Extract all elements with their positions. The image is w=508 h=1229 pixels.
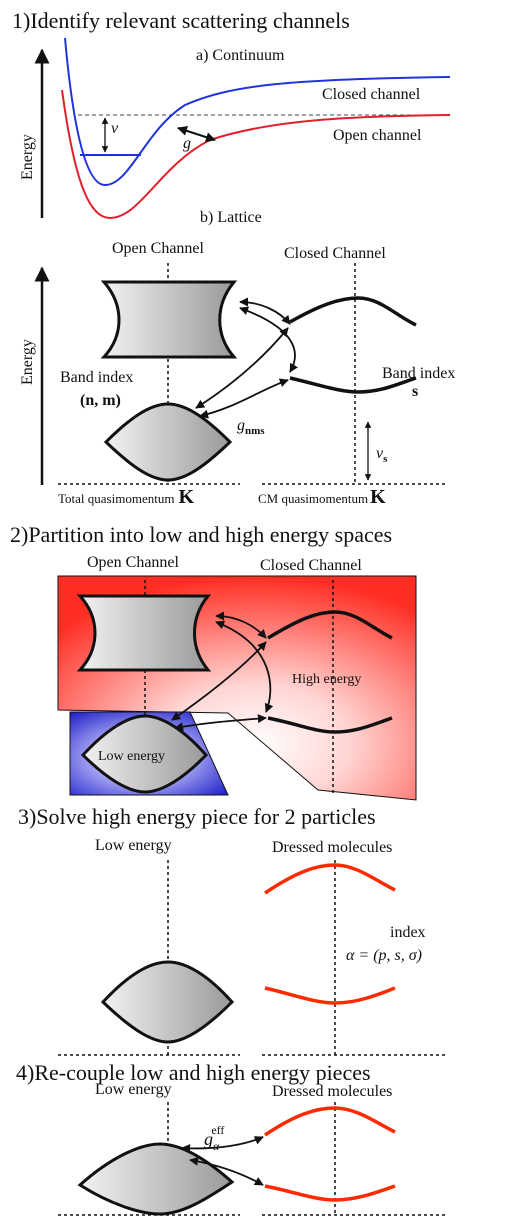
open-channel-heading-b: Open Channel bbox=[112, 240, 205, 257]
dressed-molecule-lower-3 bbox=[264, 986, 396, 1005]
cm-quasimomentum-text: CM quasimomentum bbox=[258, 491, 368, 506]
alpha-equation: α = (p, s, σ) bbox=[346, 947, 422, 964]
coupling-arrow-2-4 bbox=[174, 714, 267, 732]
section4-title: 4)Re-couple low and high energy pieces bbox=[16, 1060, 371, 1085]
g-nms-base: g bbox=[237, 417, 245, 434]
dressed-molecule-upper-4 bbox=[264, 1106, 396, 1137]
lattice-label: b) Lattice bbox=[200, 209, 262, 226]
lower-molecular-band-2 bbox=[267, 716, 393, 734]
upper-band-shape bbox=[100, 280, 238, 359]
effective-coupling-arrow-1 bbox=[181, 1136, 264, 1153]
high-energy-label: High energy bbox=[292, 672, 361, 687]
dressed-molecules-heading-4: Dressed molecules bbox=[272, 1083, 392, 1100]
energy-label-a: Energy bbox=[19, 134, 36, 180]
closed-channel-heading-b: Closed Channel bbox=[284, 245, 386, 262]
total-K: K bbox=[178, 486, 194, 508]
upper-molecular-band bbox=[289, 296, 417, 327]
closed-channel-curve bbox=[64, 37, 451, 187]
index-label: index bbox=[390, 924, 426, 941]
g-eff-sub: α bbox=[213, 1139, 220, 1153]
coupling-arrow-2 bbox=[239, 306, 298, 373]
section1-title: 1)Identify relevant scattering channels bbox=[12, 8, 350, 33]
low-energy-band-4 bbox=[77, 1142, 235, 1216]
closed-channel-label: Closed channel bbox=[322, 86, 421, 103]
section2-title: 2)Partition into low and high energy spa… bbox=[10, 522, 392, 547]
nu-s-base: ν bbox=[376, 445, 384, 462]
band-index-left-vars: (n, m) bbox=[80, 392, 121, 409]
lower-band-shape-2 bbox=[80, 714, 209, 794]
coupling-arrow-4 bbox=[199, 378, 289, 419]
open-channel-label: Open channel bbox=[333, 127, 422, 144]
band-index-right-var: s bbox=[412, 383, 418, 400]
energy-label-b: Energy bbox=[19, 339, 36, 385]
g-eff-label: gα eff bbox=[204, 1123, 224, 1153]
coupling-arrow-1 bbox=[239, 297, 291, 325]
cm-K: K bbox=[370, 486, 386, 508]
closed-channel-heading-2: Closed Channel bbox=[260, 557, 362, 574]
dressed-molecule-lower-4 bbox=[264, 1184, 396, 1202]
band-index-right-label: Band index bbox=[382, 365, 455, 382]
g-label: g bbox=[183, 135, 191, 152]
lower-molecular-band bbox=[289, 376, 417, 394]
upper-band-shape-2 bbox=[76, 594, 212, 672]
total-quasimomentum-text: Total quasimomentum bbox=[58, 491, 174, 506]
band-index-left-label: Band index bbox=[60, 369, 133, 386]
upper-molecular-band-2 bbox=[267, 610, 393, 640]
open-channel-curve bbox=[61, 89, 451, 220]
g-nms-label: gnms bbox=[237, 417, 265, 437]
low-energy-label: Low energy bbox=[98, 749, 165, 764]
g-eff-sup: eff bbox=[211, 1123, 224, 1137]
section3-title: 3)Solve high energy piece for 2 particle… bbox=[18, 804, 376, 829]
dressed-molecules-heading-3: Dressed molecules bbox=[272, 839, 392, 856]
cm-quasimomentum-label: CM quasimomentum K bbox=[258, 486, 386, 508]
nu-label: ν bbox=[111, 120, 119, 137]
effective-coupling-arrow-2 bbox=[189, 1156, 264, 1186]
low-energy-heading-3: Low energy bbox=[95, 837, 172, 854]
dressed-molecule-upper-3 bbox=[264, 863, 396, 895]
nu-s-sub: s bbox=[383, 453, 388, 465]
coupling-arrow-2-3 bbox=[171, 641, 267, 721]
g-nms-sub: nms bbox=[245, 425, 265, 437]
open-channel-heading-2: Open Channel bbox=[87, 554, 180, 571]
lower-band-shape bbox=[103, 402, 233, 482]
g-arrow bbox=[177, 126, 216, 142]
total-quasimomentum-label: Total quasimomentum K bbox=[58, 486, 194, 508]
low-energy-band-3 bbox=[100, 960, 235, 1044]
low-energy-heading-4: Low energy bbox=[95, 1081, 172, 1098]
nu-s-label: νs bbox=[376, 445, 388, 465]
continuum-label: a) Continuum bbox=[196, 47, 285, 64]
g-eff-base: g bbox=[204, 1129, 213, 1149]
